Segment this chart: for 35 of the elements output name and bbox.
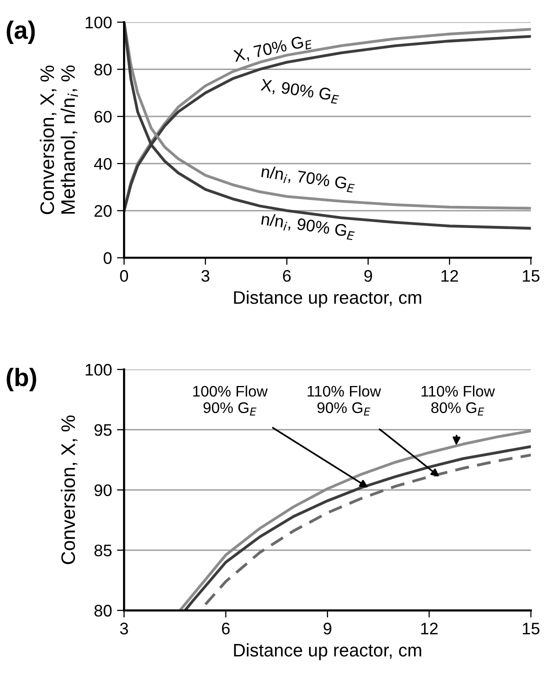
x-tick-label: 0	[120, 270, 128, 282]
y-tick-label: 80	[94, 604, 112, 617]
x-axis-title: Distance up reactor, cm	[234, 290, 422, 308]
x-tick-label: 3	[120, 622, 128, 634]
x-tick-label: 6	[222, 622, 230, 634]
chart-title: (b)	[6, 368, 36, 392]
x-tick-label: 9	[364, 270, 372, 282]
x-tick-label: 6	[283, 270, 291, 282]
x-tick-label: 12	[442, 270, 458, 282]
y-tick-label: 0	[104, 252, 112, 264]
y-tick-label: 95	[94, 424, 112, 436]
text: n/n$_{i}$, 90% G$_{E}$	[260, 212, 356, 240]
y-axis-title: Conversion, X, % Methanol, n/n$_{i}$, %	[40, 66, 78, 214]
y-tick-label: 90	[94, 484, 112, 496]
x-axis-title: Distance up reactor, cm	[234, 643, 422, 660]
x-tick-label: 9	[324, 622, 332, 634]
y-tick-label: 40	[94, 158, 112, 170]
text: X, 70% G$_{E}$	[233, 34, 313, 64]
x-tick-label: 12	[421, 622, 438, 634]
y-tick-label: 60	[94, 110, 112, 123]
annotation: 110% Flow 90% G$_{E}$	[308, 385, 382, 416]
y-tick-label: 100	[86, 364, 112, 376]
annotation: 110% Flow 80% G$_{E}$	[422, 385, 495, 416]
y-axis-title: Conversion, X, %	[60, 416, 78, 564]
x-tick-label: 15	[522, 270, 540, 282]
x-tick-label: 15	[522, 622, 540, 634]
text: n/n$_{i}$, 70% G$_{E}$	[260, 165, 356, 193]
chart-title: (a)	[6, 20, 35, 44]
y-tick-label: 100	[86, 16, 112, 28]
y-tick-label: 20	[94, 205, 112, 217]
y-tick-label: 80	[94, 64, 112, 76]
y-tick-label: 85	[94, 544, 112, 556]
x-tick-label: 3	[201, 270, 210, 282]
annotation: 100% Flow 90% G$_{E}$	[193, 385, 268, 416]
text: X, 90% G$_{E}$	[260, 78, 340, 104]
